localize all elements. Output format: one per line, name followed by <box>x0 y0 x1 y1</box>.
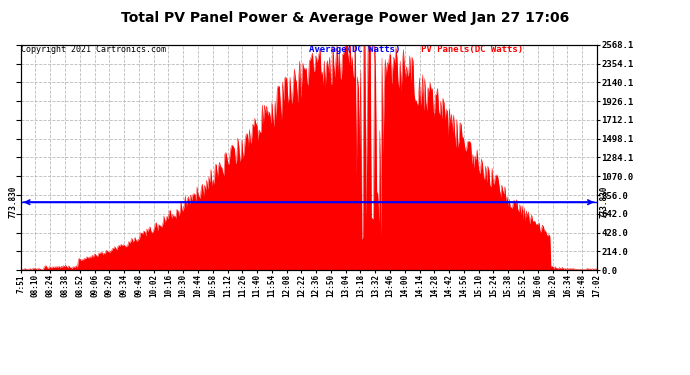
Text: 773.830: 773.830 <box>9 186 18 218</box>
Text: PV Panels(DC Watts): PV Panels(DC Watts) <box>421 45 523 54</box>
Text: Average(DC Watts): Average(DC Watts) <box>308 45 400 54</box>
Text: Copyright 2021 Cartronics.com: Copyright 2021 Cartronics.com <box>21 45 166 54</box>
Text: 773.830: 773.830 <box>600 186 609 218</box>
Text: Total PV Panel Power & Average Power Wed Jan 27 17:06: Total PV Panel Power & Average Power Wed… <box>121 11 569 25</box>
